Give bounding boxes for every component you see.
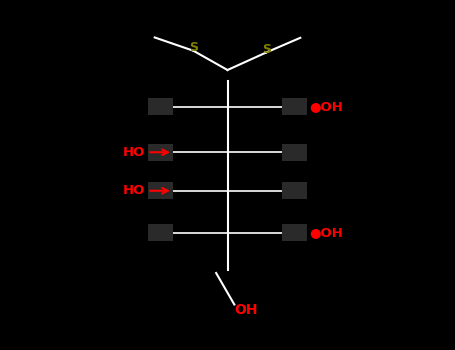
FancyBboxPatch shape bbox=[282, 182, 307, 199]
FancyBboxPatch shape bbox=[282, 98, 307, 115]
FancyBboxPatch shape bbox=[148, 224, 173, 241]
Text: OH: OH bbox=[234, 303, 258, 317]
FancyBboxPatch shape bbox=[148, 144, 173, 161]
Text: S: S bbox=[189, 41, 198, 55]
FancyBboxPatch shape bbox=[148, 182, 173, 199]
Text: S: S bbox=[262, 43, 271, 56]
FancyBboxPatch shape bbox=[282, 224, 307, 241]
Text: ●OH: ●OH bbox=[309, 226, 343, 239]
Text: HO: HO bbox=[123, 184, 146, 197]
FancyBboxPatch shape bbox=[148, 98, 173, 115]
Text: HO: HO bbox=[123, 146, 146, 159]
FancyBboxPatch shape bbox=[282, 144, 307, 161]
Text: ●OH: ●OH bbox=[309, 100, 343, 113]
